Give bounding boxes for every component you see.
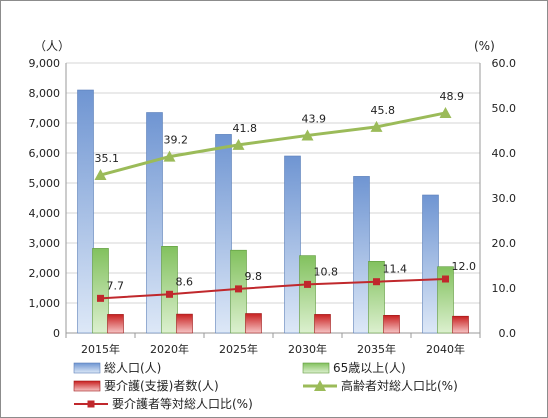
y-left-tick-label: 0 bbox=[53, 327, 60, 340]
legend-swatch-care bbox=[73, 380, 101, 392]
x-tick-label: 2035年 bbox=[357, 342, 396, 356]
x-tick-label: 2025年 bbox=[219, 342, 258, 356]
y-right-ticks: 0.0 10.0 20.0 30.0 40.0 50.0 60.0 bbox=[492, 57, 517, 340]
x-tick-label: 2020年 bbox=[150, 342, 189, 356]
y-right-tick-label: 10.0 bbox=[492, 282, 517, 295]
bar-total-population bbox=[146, 112, 163, 334]
y-left-ticks: 0 1,000 2,000 3,000 4,000 5,000 6,000 7,000 8,00… bbox=[29, 57, 61, 340]
legend-label-care-ratio: 要介護者等対総人口比(%) bbox=[112, 396, 253, 411]
bar-care-recipients bbox=[245, 313, 262, 334]
y-right-unit: (%) bbox=[474, 39, 495, 53]
label-elderly-ratio: 41.8 bbox=[233, 122, 258, 135]
label-elderly-ratio: 35.1 bbox=[95, 152, 120, 165]
bar-elderly-population bbox=[368, 260, 385, 334]
x-tick-labels: 2015年 2020年 2025年 2030年 2035年 2040年 bbox=[81, 342, 465, 356]
marker-care-ratio bbox=[373, 278, 380, 286]
y-left-tick-label: 5,000 bbox=[29, 177, 61, 190]
bar-total-population bbox=[353, 176, 370, 334]
x-tick-label: 2030年 bbox=[288, 342, 327, 356]
bar-care-recipients bbox=[383, 314, 400, 334]
y-right-tick-label: 50.0 bbox=[492, 102, 517, 115]
legend-marker-care-ratio bbox=[87, 400, 95, 408]
label-elderly-ratio: 45.8 bbox=[371, 104, 396, 117]
marker-elderly-ratio bbox=[439, 106, 452, 118]
legend-label-care: 要介護(支援)者数(人) bbox=[104, 378, 219, 393]
y-left-tick-label: 7,000 bbox=[29, 117, 61, 130]
marker-care-ratio bbox=[235, 285, 242, 293]
marker-care-ratio bbox=[166, 290, 173, 298]
bar-care-recipients bbox=[314, 314, 331, 334]
marker-elderly-ratio bbox=[301, 129, 314, 141]
y-right-tick-label: 20.0 bbox=[492, 237, 517, 250]
y-right-tick-label: 60.0 bbox=[492, 57, 517, 70]
label-care-ratio: 11.4 bbox=[383, 263, 408, 276]
y-right-tick-label: 30.0 bbox=[492, 192, 517, 205]
bar-total-population bbox=[422, 194, 439, 334]
marker-elderly-ratio bbox=[163, 150, 176, 162]
label-care-ratio: 7.7 bbox=[107, 279, 125, 292]
y-left-tick-label: 2,000 bbox=[29, 267, 61, 280]
line-care-ratio bbox=[100, 278, 446, 300]
y-left-tick-label: 1,000 bbox=[29, 297, 61, 310]
bar-care-recipients bbox=[452, 315, 469, 334]
legend-marker-elderly-ratio bbox=[314, 380, 326, 391]
y-left-tick-label: 6,000 bbox=[29, 147, 61, 160]
marker-care-ratio bbox=[304, 280, 311, 288]
marker-elderly-ratio bbox=[232, 138, 245, 150]
bar-total-population bbox=[215, 134, 232, 334]
marker-care-ratio bbox=[97, 294, 104, 302]
y-left-tick-label: 8,000 bbox=[29, 87, 61, 100]
y-right-tick-label: 0.0 bbox=[499, 327, 517, 340]
y-right-tick-label: 40.0 bbox=[492, 147, 517, 160]
line-group: 35.1 39.2 41.8 43.9 45.8 48.9 7.7 8.6 9.8 10.8 11.… bbox=[94, 90, 477, 302]
bar-group bbox=[77, 89, 469, 334]
marker-care-ratio bbox=[442, 275, 449, 283]
bar-elderly-population bbox=[92, 248, 109, 334]
legend: 総人口(人) 65歳以上(人) 要介護(支援)者数(人) 高齢者対総人口比(%) 要介護… bbox=[73, 361, 458, 411]
label-elderly-ratio: 48.9 bbox=[440, 90, 465, 103]
line-elderly-ratio bbox=[100, 111, 446, 177]
bar-care-recipients bbox=[107, 314, 124, 334]
x-tick-label: 2015年 bbox=[81, 342, 120, 356]
y-left-unit: （人） bbox=[34, 39, 70, 53]
bar-elderly-population bbox=[299, 255, 316, 334]
legend-swatch-total bbox=[73, 362, 101, 374]
bar-elderly-population bbox=[161, 246, 178, 334]
bar-care-recipients bbox=[176, 313, 193, 334]
label-care-ratio: 9.8 bbox=[245, 270, 263, 283]
label-elderly-ratio: 39.2 bbox=[164, 134, 189, 147]
y-left-tick-label: 4,000 bbox=[29, 207, 61, 220]
label-care-ratio: 12.0 bbox=[452, 260, 477, 273]
legend-label-elderly: 65歳以上(人) bbox=[333, 361, 406, 375]
y-left-tick-label: 3,000 bbox=[29, 237, 61, 250]
label-elderly-ratio: 43.9 bbox=[302, 112, 327, 125]
label-care-ratio: 8.6 bbox=[176, 275, 194, 288]
marker-elderly-ratio bbox=[370, 120, 383, 132]
bar-total-population bbox=[284, 155, 301, 334]
grid-lines bbox=[65, 62, 481, 338]
label-care-ratio: 10.8 bbox=[314, 265, 339, 278]
bar-elderly-population bbox=[437, 266, 454, 334]
legend-swatch-elderly bbox=[302, 362, 330, 374]
bar-total-population bbox=[77, 89, 94, 334]
x-tick-label: 2040年 bbox=[426, 342, 465, 356]
y-left-tick-label: 9,000 bbox=[29, 57, 61, 70]
legend-label-elderly-ratio: 高齢者対総人口比(%) bbox=[341, 378, 458, 393]
legend-label-total: 総人口(人) bbox=[104, 361, 161, 375]
marker-elderly-ratio bbox=[94, 169, 107, 181]
